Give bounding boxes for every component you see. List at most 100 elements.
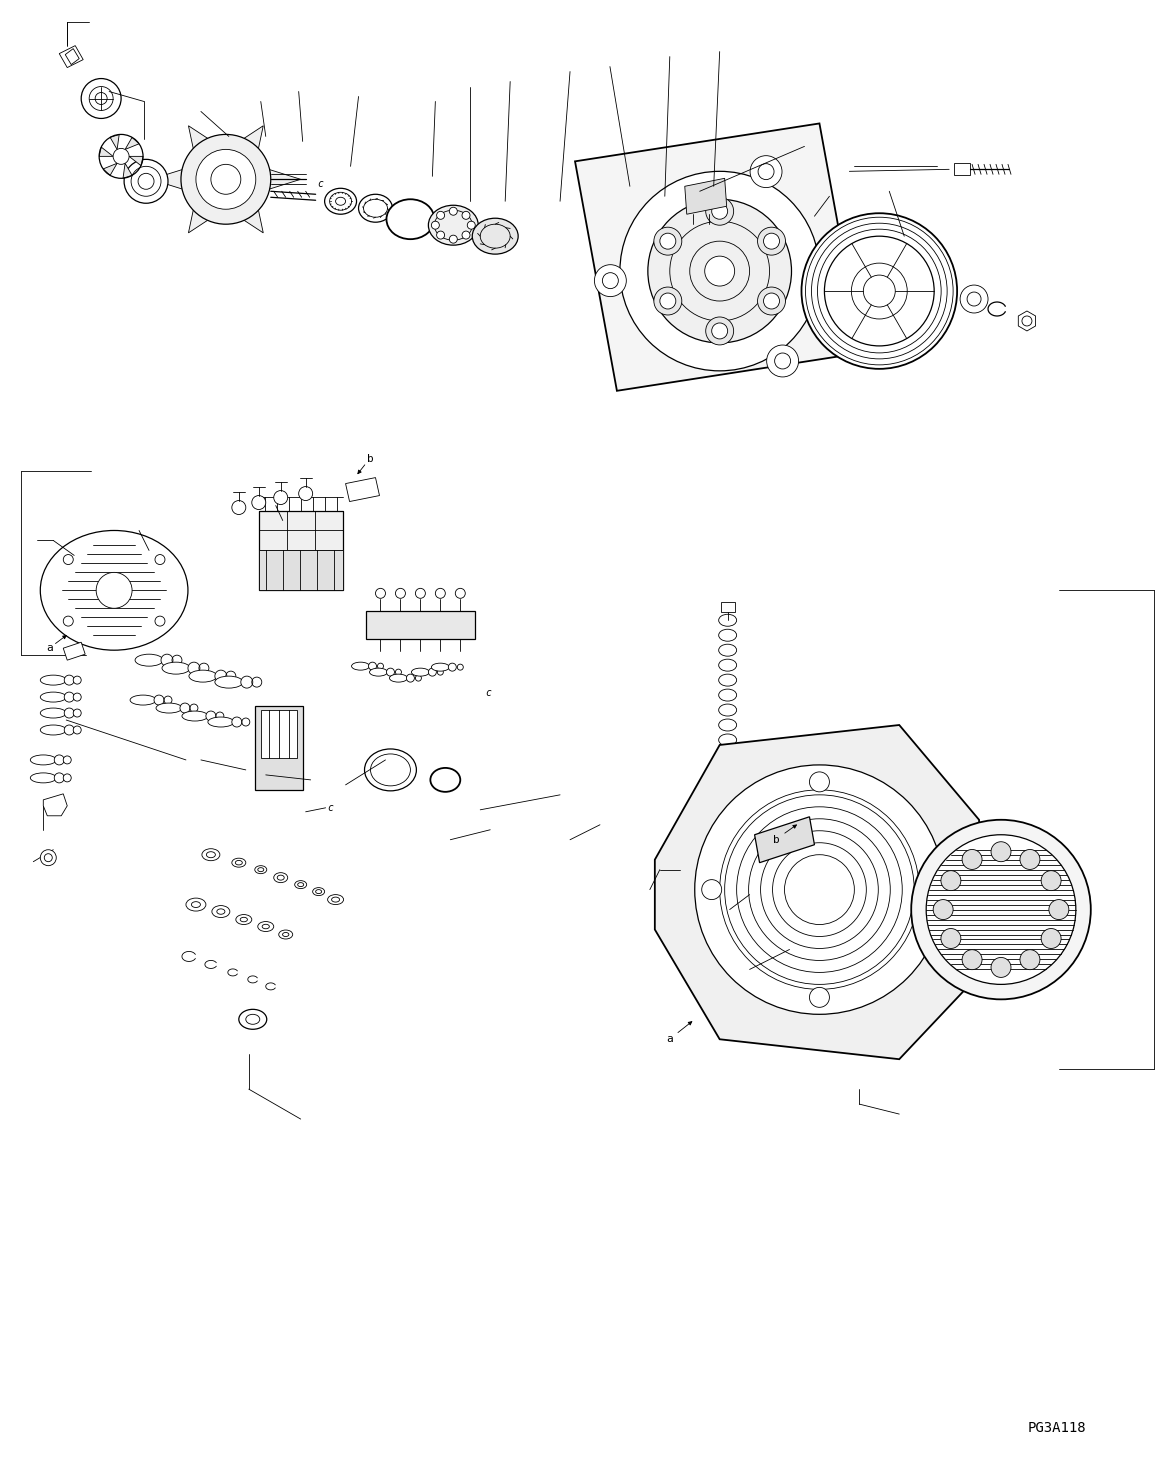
Circle shape xyxy=(851,264,908,319)
Polygon shape xyxy=(366,612,475,640)
Text: c: c xyxy=(318,179,324,189)
Ellipse shape xyxy=(431,663,450,672)
Circle shape xyxy=(155,555,165,564)
Circle shape xyxy=(711,204,728,219)
Circle shape xyxy=(180,704,190,712)
Ellipse shape xyxy=(411,669,430,676)
Ellipse shape xyxy=(313,887,325,896)
Ellipse shape xyxy=(389,675,408,682)
Ellipse shape xyxy=(41,726,67,734)
Circle shape xyxy=(396,589,405,599)
Circle shape xyxy=(967,291,981,306)
Circle shape xyxy=(437,232,445,239)
Circle shape xyxy=(758,287,786,315)
Circle shape xyxy=(960,286,988,313)
Ellipse shape xyxy=(325,188,356,214)
Polygon shape xyxy=(123,163,132,178)
Circle shape xyxy=(1022,316,1033,326)
Circle shape xyxy=(181,134,271,224)
Circle shape xyxy=(695,765,944,1014)
Circle shape xyxy=(188,661,200,675)
Circle shape xyxy=(456,589,465,599)
Polygon shape xyxy=(259,510,342,590)
Polygon shape xyxy=(60,45,83,67)
Polygon shape xyxy=(63,643,85,660)
Circle shape xyxy=(917,880,937,899)
Ellipse shape xyxy=(258,921,273,931)
Ellipse shape xyxy=(157,704,182,712)
Circle shape xyxy=(54,755,64,765)
Polygon shape xyxy=(1018,310,1036,331)
Circle shape xyxy=(63,616,74,627)
Polygon shape xyxy=(43,794,68,816)
Ellipse shape xyxy=(279,930,293,938)
Ellipse shape xyxy=(231,858,245,867)
Circle shape xyxy=(64,675,75,685)
Polygon shape xyxy=(755,817,814,863)
Circle shape xyxy=(41,849,56,865)
Polygon shape xyxy=(684,178,726,214)
Circle shape xyxy=(1041,928,1061,949)
Circle shape xyxy=(273,491,287,504)
Circle shape xyxy=(429,669,437,676)
Polygon shape xyxy=(151,169,182,189)
Text: b: b xyxy=(773,835,780,845)
Circle shape xyxy=(711,323,728,339)
Circle shape xyxy=(154,695,164,705)
Circle shape xyxy=(196,150,256,210)
Circle shape xyxy=(620,172,820,372)
Circle shape xyxy=(654,287,682,315)
Circle shape xyxy=(231,501,245,514)
Circle shape xyxy=(705,197,734,226)
Ellipse shape xyxy=(430,768,460,791)
Polygon shape xyxy=(575,124,861,390)
Circle shape xyxy=(595,265,626,297)
Polygon shape xyxy=(721,602,735,612)
Circle shape xyxy=(450,207,458,216)
Ellipse shape xyxy=(30,772,56,782)
Ellipse shape xyxy=(208,717,234,727)
Polygon shape xyxy=(130,156,142,166)
Ellipse shape xyxy=(472,219,519,254)
Circle shape xyxy=(436,589,445,599)
Circle shape xyxy=(801,213,957,369)
Circle shape xyxy=(82,79,121,118)
Circle shape xyxy=(1020,849,1040,870)
Polygon shape xyxy=(125,137,139,150)
Circle shape xyxy=(74,676,82,685)
Polygon shape xyxy=(954,163,971,175)
Circle shape xyxy=(705,318,734,345)
Circle shape xyxy=(809,988,829,1007)
Circle shape xyxy=(467,221,475,229)
Circle shape xyxy=(660,233,676,249)
Circle shape xyxy=(241,676,252,688)
Polygon shape xyxy=(269,169,300,189)
Circle shape xyxy=(941,871,961,890)
Circle shape xyxy=(138,173,154,189)
Circle shape xyxy=(64,692,75,702)
Circle shape xyxy=(809,772,829,791)
Ellipse shape xyxy=(215,676,243,688)
Circle shape xyxy=(758,163,774,179)
Circle shape xyxy=(463,232,470,239)
Circle shape xyxy=(990,842,1011,861)
Circle shape xyxy=(450,235,458,243)
Circle shape xyxy=(63,774,71,782)
Circle shape xyxy=(74,726,82,734)
Circle shape xyxy=(941,928,961,949)
Text: c: c xyxy=(485,688,492,698)
Ellipse shape xyxy=(359,194,392,223)
Circle shape xyxy=(603,272,618,288)
Circle shape xyxy=(449,663,457,672)
Circle shape xyxy=(463,211,470,220)
Circle shape xyxy=(124,159,168,204)
Circle shape xyxy=(764,233,779,249)
Polygon shape xyxy=(110,134,119,150)
Ellipse shape xyxy=(364,749,417,791)
Circle shape xyxy=(660,293,676,309)
Ellipse shape xyxy=(327,895,343,905)
Circle shape xyxy=(211,165,241,194)
Ellipse shape xyxy=(41,708,67,718)
Polygon shape xyxy=(237,125,263,153)
Ellipse shape xyxy=(182,711,208,721)
